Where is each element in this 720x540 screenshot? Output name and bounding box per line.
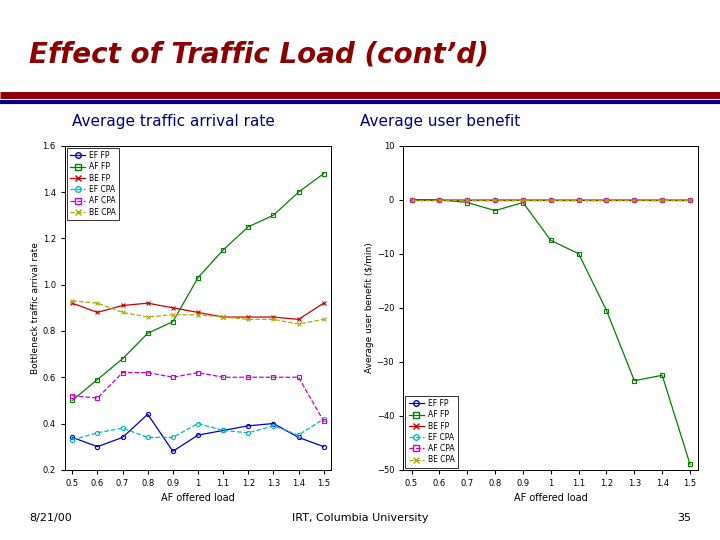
Text: Average traffic arrival rate: Average traffic arrival rate (72, 114, 275, 129)
X-axis label: AF offered load: AF offered load (161, 494, 235, 503)
Text: Average user benefit: Average user benefit (360, 114, 521, 129)
Y-axis label: Bottleneck traffic arrival rate: Bottleneck traffic arrival rate (31, 242, 40, 374)
Legend: EF FP, AF FP, BE FP, EF CPA, AF CPA, BE CPA: EF FP, AF FP, BE FP, EF CPA, AF CPA, BE … (67, 148, 120, 220)
Text: 35: 35 (678, 514, 691, 523)
X-axis label: AF offered load: AF offered load (514, 494, 588, 503)
Y-axis label: Average user benefit ($/min): Average user benefit ($/min) (365, 242, 374, 373)
Text: Effect of Traffic Load (cont’d): Effect of Traffic Load (cont’d) (29, 40, 489, 68)
Text: 8/21/00: 8/21/00 (29, 514, 71, 523)
Text: IRT, Columbia University: IRT, Columbia University (292, 514, 428, 523)
Legend: EF FP, AF FP, BE FP, EF CPA, AF CPA, BE CPA: EF FP, AF FP, BE FP, EF CPA, AF CPA, BE … (405, 396, 458, 468)
